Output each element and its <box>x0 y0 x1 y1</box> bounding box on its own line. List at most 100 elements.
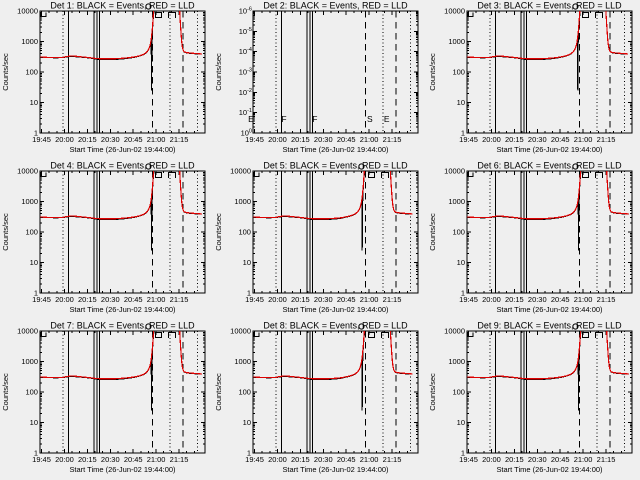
x-tick-label: 21:15 <box>596 135 615 144</box>
y-tick-label: 10000 <box>231 327 252 336</box>
series-group <box>253 171 414 251</box>
x-tick-label: 21:15 <box>170 455 189 464</box>
series-group <box>466 171 629 251</box>
flag-circle-glyph <box>145 323 152 330</box>
flag-box-glyph <box>368 332 376 339</box>
y-tick-label: 10-4 <box>239 47 252 56</box>
y-tick-label: 10000 <box>17 7 38 16</box>
x-tick-label: 20:00 <box>482 455 501 464</box>
plot-title: Det 2: BLACK = Events, RED = LLD <box>264 1 409 11</box>
y-tick-label: 1 <box>34 288 38 297</box>
x-tick-label: 21:00 <box>573 135 592 144</box>
x-tick-label: 21:00 <box>147 135 166 144</box>
x-tick-label: 21:15 <box>383 455 402 464</box>
plot-title: Det 6: BLACK = Events, RED = LLD <box>477 161 622 171</box>
y-tick-label: 100 <box>25 388 38 397</box>
y-axis-title: Counts/sec <box>1 213 10 251</box>
x-tick-label: 20:00 <box>268 135 287 144</box>
plot-frame <box>252 170 419 294</box>
lld-series <box>39 331 202 380</box>
y-tick-label: 100 <box>452 388 465 397</box>
y-axis-title: Counts/sec <box>428 53 437 91</box>
plot-title: Det 9: BLACK = Events, RED = LLD <box>477 321 622 331</box>
series-group <box>466 331 629 411</box>
flag-corner-glyph <box>467 12 474 18</box>
flag-circle-glyph <box>572 163 579 170</box>
flag-circle-glyph <box>145 163 152 170</box>
y-axis-title: Counts/sec <box>428 213 437 251</box>
lld-series <box>466 331 629 380</box>
x-axis-title: Start Time (26-Jun-02 19:44:00) <box>283 145 390 154</box>
x-axis-title: Start Time (26-Jun-02 19:44:00) <box>496 465 603 474</box>
x-tick-label: 20:30 <box>314 135 333 144</box>
y-tick-label: 10 <box>243 258 251 267</box>
lld-series <box>466 171 629 220</box>
y-tick-label: 10000 <box>444 7 465 16</box>
plot-title: Det 3: BLACK = Events, RED = LLD <box>477 1 622 11</box>
y-tick-label: 1 <box>247 288 251 297</box>
x-axis-title: Start Time (26-Jun-02 19:44:00) <box>69 465 176 474</box>
plot-cell-det5: Det 5: BLACK = Events, RED = LLD 19:45 20:… <box>213 160 426 320</box>
events-series <box>39 171 202 251</box>
x-tick-label: 20:00 <box>268 295 287 304</box>
flag-cap-glyph <box>594 172 603 179</box>
y-tick-label: 10000 <box>444 327 465 336</box>
y-tick-label: 10 <box>30 418 38 427</box>
y-axis-title: Counts/sec <box>1 53 10 91</box>
y-tick-label: 100 <box>239 228 252 237</box>
plot-cell-det6: Det 6: BLACK = Events, RED = LLD 19:45 20:… <box>427 160 640 320</box>
y-tick-label: 1000 <box>235 357 252 366</box>
x-tick-label: 21:15 <box>170 295 189 304</box>
plot-title: Det 8: BLACK = Events, RED = LLD <box>264 321 409 331</box>
y-tick-label: 1000 <box>448 357 465 366</box>
x-tick-label: 21:15 <box>596 455 615 464</box>
y-tick-label: 10000 <box>444 167 465 176</box>
x-tick-label: 20:30 <box>528 455 547 464</box>
plot-det9: Det 9: BLACK = Events, RED = LLD 19:45 20:… <box>428 321 633 474</box>
x-tick-label: 20:30 <box>528 295 547 304</box>
plot-det3: Det 3: BLACK = Events, RED = LLD 19:45 20:… <box>428 1 633 154</box>
flag-box-glyph <box>581 172 589 179</box>
y-axis-title: Counts/sec <box>214 373 223 411</box>
plot-cell-det8: Det 8: BLACK = Events, RED = LLD 19:45 20:… <box>213 320 426 480</box>
plot-frame <box>252 10 419 134</box>
x-axis-title: Start Time (26-Jun-02 19:44:00) <box>69 305 176 314</box>
y-tick-label: 100 <box>25 68 38 77</box>
flag-box-glyph <box>368 172 376 179</box>
events-series <box>39 11 202 91</box>
plot-cell-det9: Det 9: BLACK = Events, RED = LLD 19:45 20:… <box>427 320 640 480</box>
plot-cell-det3: Det 3: BLACK = Events, RED = LLD 19:45 20:… <box>427 0 640 160</box>
plot-det5: Det 5: BLACK = Events, RED = LLD 19:45 20:… <box>214 161 419 314</box>
x-tick-label: 19:45 <box>32 135 51 144</box>
plot-title: Det 1: BLACK = Events, RED = LLD <box>50 1 195 11</box>
flag-cap-glyph <box>168 172 177 179</box>
flag-corner-glyph <box>467 172 474 178</box>
lld-series <box>253 171 414 220</box>
flag-cap-glyph <box>168 12 177 19</box>
y-tick-label: 100 <box>25 228 38 237</box>
flag-box-glyph <box>154 332 162 339</box>
flag-letter-F: F <box>313 114 318 124</box>
x-tick-label: 19:45 <box>32 455 51 464</box>
x-axis-title: Start Time (26-Jun-02 19:44:00) <box>69 145 176 154</box>
x-tick-label: 20:30 <box>101 135 120 144</box>
y-tick-label: 10 <box>456 98 464 107</box>
plot-cell-det2: Det 2: BLACK = Events, RED = LLD 19:45 20:… <box>213 0 426 160</box>
x-tick-label: 19:45 <box>245 455 264 464</box>
x-tick-label: 20:00 <box>482 295 501 304</box>
flag-corner-glyph <box>40 12 47 18</box>
x-tick-label: 19:45 <box>459 135 478 144</box>
x-tick-label: 20:15 <box>291 455 310 464</box>
y-tick-label: 10-3 <box>239 68 252 77</box>
events-series <box>466 171 629 251</box>
x-tick-label: 21:15 <box>383 295 402 304</box>
x-tick-label: 20:45 <box>124 135 143 144</box>
lld-series <box>466 11 628 60</box>
plot-det4: Det 4: BLACK = Events, RED = LLD 19:45 20:… <box>1 161 206 314</box>
y-tick-label: 100 <box>452 68 465 77</box>
y-tick-label: 10-6 <box>239 7 252 16</box>
flag-circle-glyph <box>572 3 579 10</box>
plot-title: Det 5: BLACK = Events, RED = LLD <box>264 161 409 171</box>
x-tick-label: 20:15 <box>505 135 524 144</box>
events-series <box>466 11 628 91</box>
